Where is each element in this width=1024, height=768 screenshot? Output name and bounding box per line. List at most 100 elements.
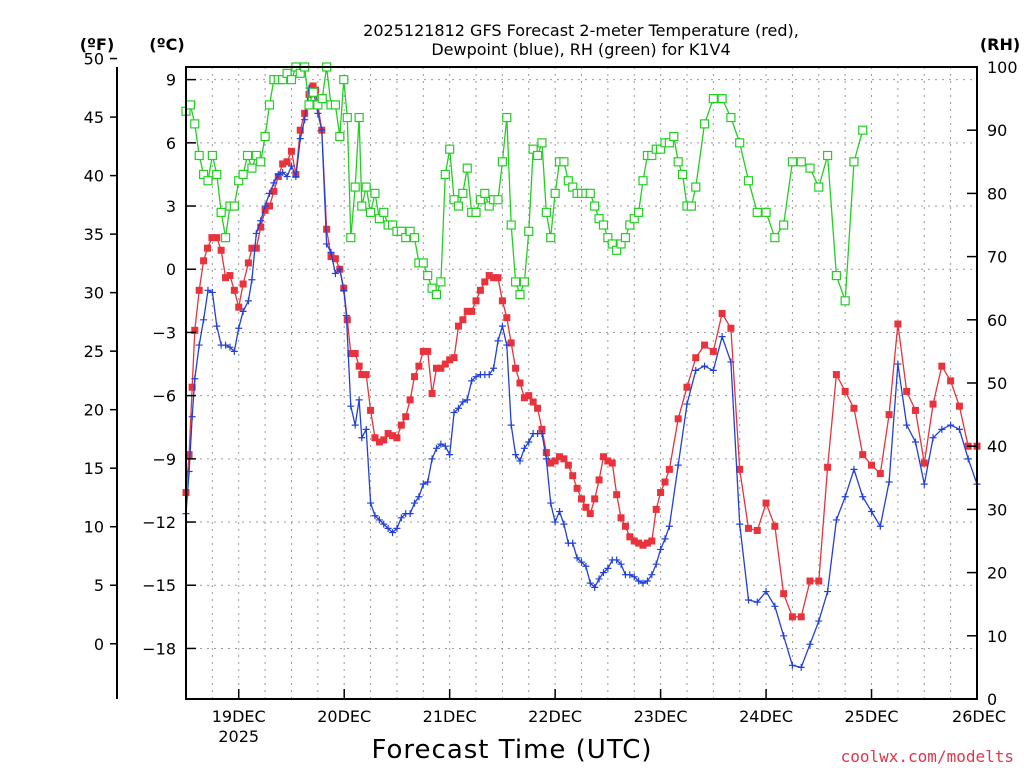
dewpoint-point [630, 573, 638, 581]
temperature-point [468, 307, 476, 315]
temperature-point [411, 373, 419, 381]
dewpoint-line [185, 86, 978, 669]
dewpoint-point [292, 173, 300, 181]
rh-point [480, 188, 490, 198]
rh-point [361, 182, 371, 192]
dewpoint-point [301, 116, 309, 124]
temperature-point [564, 461, 572, 469]
temperature-point [876, 470, 884, 478]
dewpoint-point [586, 579, 594, 587]
dewpoint-point [512, 451, 520, 459]
temperature-point [560, 455, 568, 463]
fahrenheit-tick-label: 45 [84, 108, 104, 127]
dewpoint-point [955, 425, 963, 433]
temperature-point [185, 451, 193, 459]
temperature-point [191, 326, 199, 334]
fahrenheit-tick-label: 15 [84, 459, 104, 478]
temperature-point [384, 430, 392, 438]
dewpoint-point [459, 398, 467, 406]
dewpoint-point [195, 341, 203, 349]
celsius-tick-label: 9 [166, 71, 176, 90]
temperature-point [516, 379, 524, 387]
dewpoint-point [244, 297, 252, 305]
temperature-point [213, 234, 221, 242]
dewpoint-series [182, 84, 981, 671]
grid-lines [186, 67, 977, 699]
temperature-point [556, 453, 564, 461]
rh-point [559, 157, 569, 167]
rh-point [669, 131, 679, 142]
rh-point [752, 207, 762, 217]
temperature-point [547, 459, 555, 467]
dewpoint-point [727, 358, 735, 366]
dewpoint-point [380, 520, 388, 528]
temperature-point [375, 438, 383, 446]
rh-point [458, 188, 468, 198]
temperature-point [358, 371, 366, 379]
temperature-point [331, 255, 339, 263]
dewpoint-point [384, 524, 392, 532]
dewpoint-point [771, 602, 779, 610]
dewpoint-point [542, 455, 550, 463]
dewpoint-point [204, 286, 212, 294]
dewpoint-point [446, 451, 454, 459]
temperature-point [911, 406, 919, 414]
temperature-point [534, 404, 542, 412]
temperature-point [727, 324, 735, 332]
dewpoint-point [626, 571, 634, 579]
rh-series [181, 62, 868, 306]
dewpoint-point [331, 269, 339, 277]
x-tick-label: 23DEC [634, 707, 688, 726]
temperature-point [613, 491, 621, 499]
temperature-point [446, 356, 454, 364]
dewpoint-point [340, 286, 348, 294]
rh-point [524, 226, 534, 236]
dewpoint-point [595, 575, 603, 583]
temperature-point [287, 147, 295, 155]
dewpoint-point [318, 126, 326, 134]
temperature-point [261, 206, 269, 214]
rh-point [418, 258, 428, 268]
x-axis-label: Forecast Time (UTC) [371, 735, 652, 765]
temperature-point [753, 526, 761, 534]
dewpoint-point [437, 440, 445, 448]
temperature-point [832, 371, 840, 379]
temperature-point [244, 259, 252, 267]
temperature-point [701, 341, 709, 349]
axis-layer: 9630−3−6−9−12−15−18504540353025201510501… [84, 50, 1018, 746]
rh-point [519, 277, 529, 287]
temperature-point [626, 533, 634, 541]
temperature-point [604, 457, 612, 465]
dewpoint-point [424, 478, 432, 486]
temperature-point [591, 495, 599, 503]
temperature-point [868, 461, 876, 469]
temperature-point [362, 371, 370, 379]
dewpoint-point [261, 202, 269, 210]
rh-point [858, 125, 868, 135]
dewpoint-point [569, 539, 577, 547]
dewpoint-point [797, 663, 805, 671]
chart-title-line-2: Dewpoint (blue), RH (green) for K1V4 [431, 40, 730, 59]
dewpoint-point [718, 333, 726, 341]
temperature-point [397, 421, 405, 429]
dewpoint-point [287, 162, 295, 170]
temperature-point [520, 394, 528, 402]
dewpoint-point [494, 337, 502, 345]
temperature-point [599, 453, 607, 461]
celsius-tick-label: −18 [142, 639, 176, 658]
rh-point [770, 233, 780, 243]
rh-point [634, 207, 644, 217]
temperature-point [947, 377, 955, 385]
dewpoint-point [283, 173, 291, 181]
dewpoint-point [841, 493, 849, 501]
rh-point [779, 220, 789, 230]
dewpoint-point [929, 434, 937, 442]
temperature-point [525, 392, 533, 400]
dewpoint-point [314, 109, 322, 117]
dewpoint-point [657, 545, 665, 553]
rh-point [761, 207, 771, 217]
rh-point [550, 188, 560, 198]
dewpoint-point [485, 371, 493, 379]
rh-point [229, 201, 239, 211]
rh-point [453, 201, 464, 211]
